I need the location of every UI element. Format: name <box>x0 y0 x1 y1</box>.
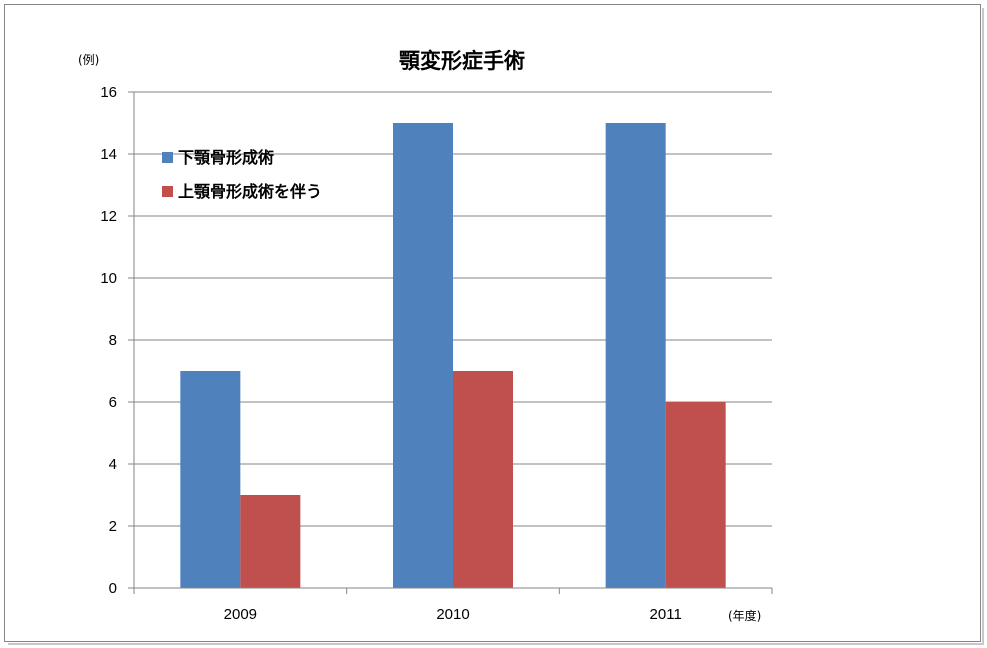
x-tick-labels: 2009 2010 2011 <box>224 606 682 623</box>
bar <box>665 402 726 588</box>
x-axis-unit-label: (年度) <box>728 608 761 623</box>
y-tick-label: 4 <box>109 456 117 473</box>
y-tick-label: 8 <box>109 332 117 349</box>
bars <box>180 123 726 588</box>
bar <box>453 371 513 588</box>
legend-label: 上顎骨形成術を伴う <box>178 182 322 201</box>
x-tick-label: 2010 <box>436 606 469 623</box>
y-tick-label: 2 <box>109 518 117 535</box>
x-tick-label: 2011 <box>650 606 682 623</box>
x-tick-label: 2009 <box>224 606 257 623</box>
y-axis-unit-label: (例) <box>78 53 99 67</box>
legend-label: 下顎骨形成術 <box>178 148 274 167</box>
bar <box>180 371 241 588</box>
y-tick-label: 0 <box>109 580 117 597</box>
chart-title: 顎変形症手術 <box>399 49 525 73</box>
y-tick-label: 10 <box>100 270 117 287</box>
bar <box>240 495 301 588</box>
legend-swatch <box>162 186 173 197</box>
axes <box>128 91 773 594</box>
bar <box>605 123 666 588</box>
bar <box>393 123 453 588</box>
y-tick-label: 6 <box>109 394 117 411</box>
y-tick-label: 12 <box>100 208 117 225</box>
y-tick-labels: 0 2 4 6 8 10 12 14 16 <box>100 84 117 597</box>
legend-swatch <box>162 152 173 163</box>
y-tick-label: 14 <box>100 146 117 163</box>
y-tick-label: 16 <box>100 84 117 101</box>
